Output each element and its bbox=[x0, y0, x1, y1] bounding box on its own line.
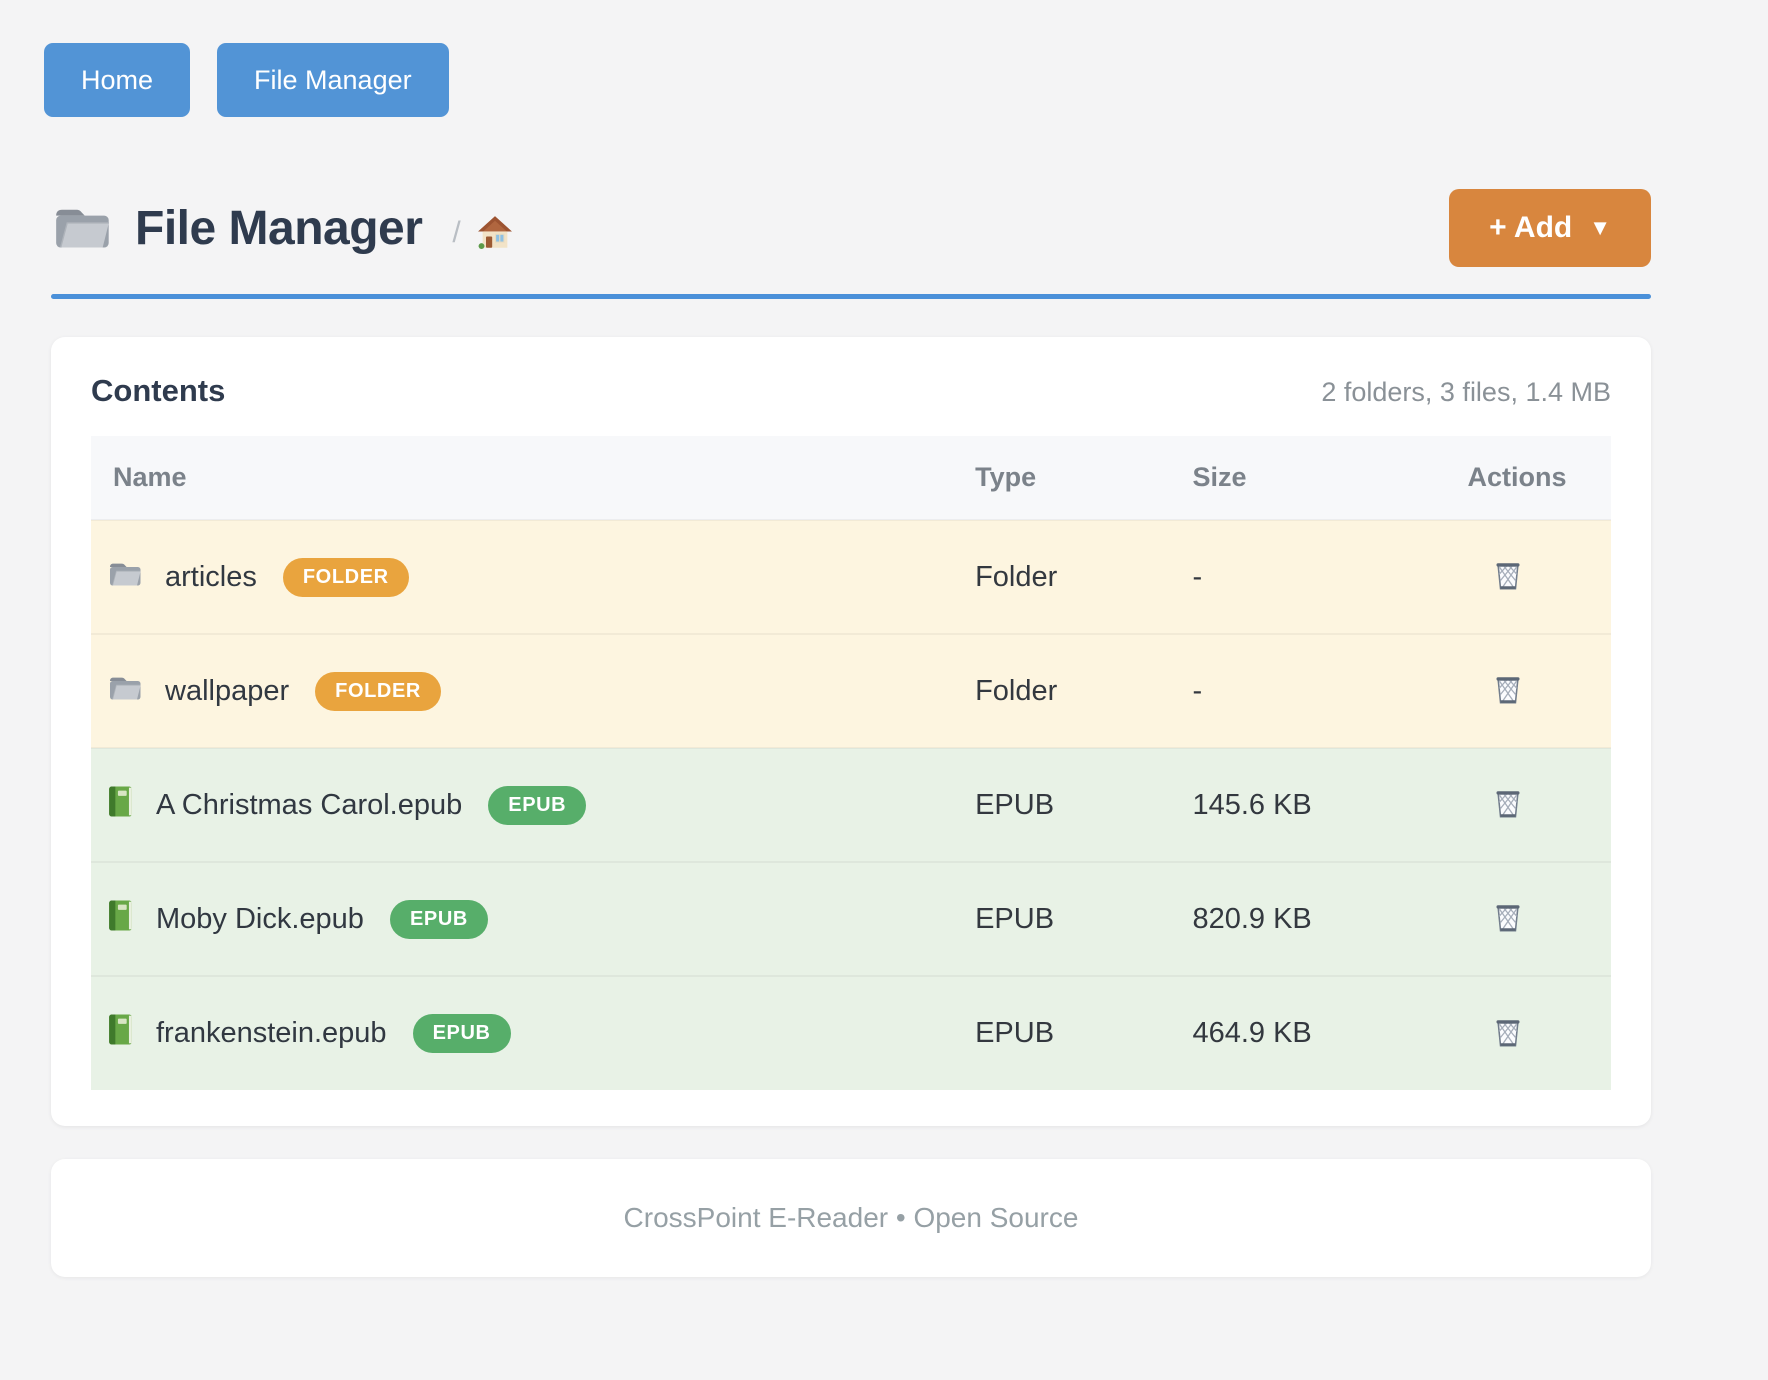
item-type: Folder bbox=[971, 519, 1189, 634]
green-book-icon bbox=[107, 1013, 134, 1054]
table-row: frankenstein.epub EPUB EPUB 464.9 KB bbox=[91, 975, 1611, 1090]
column-header-name: Name bbox=[91, 436, 972, 520]
delete-button[interactable] bbox=[1488, 668, 1528, 713]
type-badge: FOLDER bbox=[282, 557, 409, 597]
green-book-icon bbox=[107, 899, 134, 940]
file-table: Name Type Size Actions articles FOLDER F… bbox=[91, 436, 1611, 1090]
type-badge: EPUB bbox=[389, 899, 488, 939]
top-nav: Home File Manager bbox=[44, 0, 1651, 117]
panel-title: Contents bbox=[91, 373, 226, 408]
table-row: wallpaper FOLDER Folder - bbox=[91, 633, 1611, 748]
item-type: EPUB bbox=[971, 747, 1189, 862]
page-title: File Manager bbox=[135, 201, 423, 255]
header-divider bbox=[51, 294, 1651, 299]
item-size: 820.9 KB bbox=[1188, 861, 1464, 976]
add-button[interactable]: + Add ▼ bbox=[1449, 189, 1651, 267]
type-badge: EPUB bbox=[412, 1014, 511, 1053]
delete-button[interactable] bbox=[1488, 554, 1528, 599]
trash-icon bbox=[1492, 786, 1524, 823]
item-name-link[interactable]: Moby Dick.epub bbox=[156, 902, 364, 935]
item-size: 145.6 KB bbox=[1188, 747, 1464, 862]
column-header-size: Size bbox=[1188, 436, 1464, 520]
column-header-actions: Actions bbox=[1463, 436, 1611, 520]
type-badge: EPUB bbox=[488, 785, 587, 825]
table-row: Moby Dick.epub EPUB EPUB 820.9 KB bbox=[91, 861, 1611, 976]
file-manager-button[interactable]: File Manager bbox=[217, 43, 449, 117]
item-size: 464.9 KB bbox=[1188, 975, 1464, 1090]
item-type: Folder bbox=[971, 633, 1189, 748]
item-name-link[interactable]: A Christmas Carol.epub bbox=[156, 788, 463, 821]
caret-down-icon: ▼ bbox=[1589, 215, 1611, 240]
item-name-link[interactable]: frankenstein.epub bbox=[156, 1017, 387, 1049]
delete-button[interactable] bbox=[1488, 1011, 1528, 1056]
type-badge: FOLDER bbox=[315, 671, 441, 711]
panel-summary: 2 folders, 3 files, 1.4 MB bbox=[1321, 377, 1611, 407]
table-row: articles FOLDER Folder - bbox=[91, 519, 1611, 634]
column-header-type: Type bbox=[971, 436, 1189, 520]
trash-icon bbox=[1492, 558, 1524, 595]
trash-icon bbox=[1492, 1015, 1524, 1052]
trash-icon bbox=[1492, 672, 1524, 709]
item-name-link[interactable]: articles bbox=[165, 560, 257, 593]
page: Home File Manager File Manager / + Add ▼… bbox=[44, 0, 1651, 1277]
breadcrumb-separator: / bbox=[452, 216, 461, 249]
table-header-row: Name Type Size Actions bbox=[91, 436, 1611, 520]
title-group: File Manager / bbox=[51, 200, 513, 257]
contents-card: Contents 2 folders, 3 files, 1.4 MB Name… bbox=[51, 337, 1651, 1126]
green-book-icon bbox=[107, 785, 134, 826]
trash-icon bbox=[1492, 900, 1524, 937]
home-button[interactable]: Home bbox=[44, 43, 191, 117]
item-type: EPUB bbox=[971, 975, 1189, 1090]
folder-icon bbox=[51, 200, 113, 257]
delete-button[interactable] bbox=[1488, 896, 1528, 941]
item-size: - bbox=[1188, 519, 1464, 634]
item-size: - bbox=[1188, 633, 1464, 748]
footer: CrossPoint E-Reader • Open Source bbox=[51, 1159, 1651, 1277]
page-header: File Manager / + Add ▼ bbox=[51, 189, 1651, 267]
delete-button[interactable] bbox=[1488, 782, 1528, 827]
folder-icon bbox=[107, 672, 143, 710]
folder-icon bbox=[107, 558, 143, 596]
item-type: EPUB bbox=[971, 861, 1189, 976]
panel-header: Contents 2 folders, 3 files, 1.4 MB bbox=[91, 373, 1611, 409]
item-name-link[interactable]: wallpaper bbox=[165, 674, 290, 707]
house-icon[interactable] bbox=[477, 214, 513, 255]
footer-text: CrossPoint E-Reader • Open Source bbox=[623, 1202, 1079, 1233]
add-button-label: + Add bbox=[1489, 211, 1573, 244]
table-row: A Christmas Carol.epub EPUB EPUB 145.6 K… bbox=[91, 747, 1611, 862]
